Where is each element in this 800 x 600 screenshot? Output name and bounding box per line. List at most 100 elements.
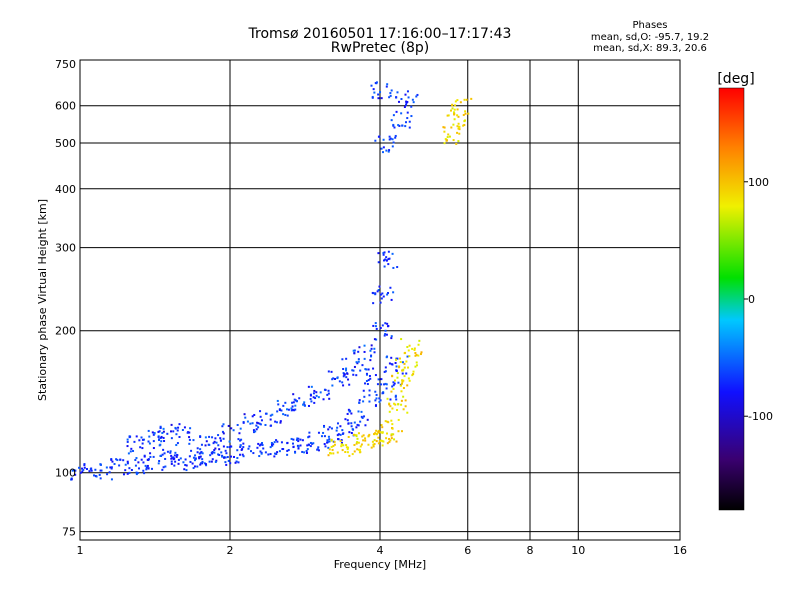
data-point xyxy=(133,440,136,443)
y-tick-label: 750 xyxy=(55,58,76,71)
data-point xyxy=(364,439,367,442)
data-point xyxy=(143,472,146,475)
data-point xyxy=(372,445,375,448)
data-point xyxy=(380,297,383,300)
scatter-points xyxy=(70,81,473,481)
data-point xyxy=(273,455,276,458)
data-point xyxy=(404,125,407,128)
data-point xyxy=(371,96,374,99)
y-tick-label: 75 xyxy=(62,526,76,539)
data-point xyxy=(83,466,86,469)
data-point xyxy=(464,119,467,122)
data-point xyxy=(292,393,295,396)
data-point xyxy=(382,252,385,255)
data-point xyxy=(179,457,182,460)
data-point xyxy=(384,258,387,261)
data-point xyxy=(240,438,243,441)
data-point xyxy=(115,458,118,461)
data-point xyxy=(253,431,256,434)
data-point xyxy=(322,398,325,401)
data-point xyxy=(297,437,300,440)
data-point xyxy=(446,139,449,142)
data-point xyxy=(402,395,405,398)
data-point xyxy=(82,468,85,471)
data-point xyxy=(357,432,360,435)
data-point xyxy=(305,450,308,453)
data-point xyxy=(83,464,86,467)
data-point xyxy=(116,459,119,462)
data-point xyxy=(291,405,294,408)
data-point xyxy=(324,445,327,448)
data-point xyxy=(113,462,116,465)
data-point xyxy=(390,335,393,338)
data-point xyxy=(385,85,388,88)
data-point xyxy=(174,451,177,454)
data-point xyxy=(411,347,414,350)
data-point xyxy=(170,430,173,433)
data-point xyxy=(162,448,165,451)
data-point xyxy=(385,333,388,336)
grid-lines xyxy=(80,60,680,540)
data-point xyxy=(398,357,401,360)
data-point xyxy=(387,150,390,153)
data-point xyxy=(336,422,339,425)
data-point xyxy=(381,324,384,327)
data-point xyxy=(330,439,333,442)
data-point xyxy=(126,472,129,475)
data-point xyxy=(222,432,225,435)
data-point xyxy=(110,478,113,481)
data-point xyxy=(329,452,332,455)
data-point xyxy=(345,446,348,449)
data-point xyxy=(119,458,122,461)
data-point xyxy=(242,442,245,445)
data-point xyxy=(292,401,295,404)
data-point xyxy=(184,458,187,461)
data-point xyxy=(379,91,382,94)
colorbar-gradient xyxy=(718,87,745,511)
data-point xyxy=(353,443,356,446)
data-point xyxy=(357,360,360,363)
data-point xyxy=(219,439,222,442)
data-point xyxy=(373,443,376,446)
data-point xyxy=(146,464,149,467)
data-point xyxy=(340,441,343,444)
data-point xyxy=(356,362,359,365)
data-point xyxy=(248,445,251,448)
data-point xyxy=(363,415,366,418)
data-point xyxy=(388,440,391,443)
data-point xyxy=(140,458,143,461)
data-point xyxy=(364,382,367,385)
data-point xyxy=(252,429,255,432)
data-point xyxy=(199,455,202,458)
data-point xyxy=(353,450,356,453)
data-point xyxy=(410,115,413,118)
data-point xyxy=(279,421,282,424)
data-point xyxy=(391,433,394,436)
data-point xyxy=(390,434,393,437)
data-point xyxy=(135,457,138,460)
data-point xyxy=(303,404,306,407)
data-point xyxy=(378,285,381,288)
data-point xyxy=(149,455,152,458)
data-point xyxy=(170,460,173,463)
data-point xyxy=(129,450,132,453)
data-point xyxy=(414,354,417,357)
data-point xyxy=(355,442,358,445)
data-point xyxy=(370,84,373,87)
data-point xyxy=(397,430,400,433)
data-point xyxy=(280,441,283,444)
data-point xyxy=(392,141,395,144)
data-point xyxy=(270,424,273,427)
data-point xyxy=(399,360,402,363)
data-point xyxy=(455,142,458,145)
data-point xyxy=(362,434,365,437)
data-point xyxy=(372,443,375,446)
data-point xyxy=(276,410,279,413)
data-point xyxy=(361,416,364,419)
data-point xyxy=(73,469,76,472)
data-point xyxy=(264,423,267,426)
data-point xyxy=(274,452,277,455)
data-point xyxy=(355,435,358,438)
data-point xyxy=(287,408,290,411)
data-point xyxy=(346,448,349,451)
